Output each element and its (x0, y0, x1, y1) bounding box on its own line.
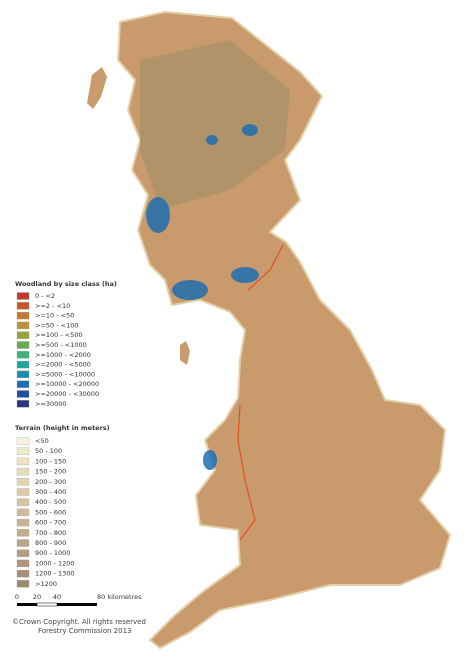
legend-label: >=1000 - <2000 (35, 351, 91, 359)
legend-swatch (16, 360, 30, 369)
legend-swatch (16, 467, 30, 476)
forest-patch (172, 280, 208, 300)
legend-swatch (16, 380, 30, 388)
legend-swatch (16, 292, 30, 300)
legend-label: >=30000 (35, 400, 67, 408)
legend-swatch (16, 529, 30, 537)
legend-label: 600 - 700 (35, 519, 66, 527)
legend-label: >=10000 - <20000 (35, 380, 99, 388)
legend-label: 0 - <2 (35, 292, 55, 300)
legend-label: 500 - 600 (35, 508, 66, 516)
legend-swatch (16, 447, 30, 455)
legend-swatch (16, 549, 30, 557)
legend-title: Terrain (height in meters) (15, 424, 110, 432)
legend-label: >=2000 - <5000 (35, 361, 91, 369)
legend-swatch (16, 580, 30, 588)
forest-patch (242, 124, 258, 136)
scale-segment (36, 602, 58, 607)
isle-of-man (180, 341, 190, 365)
legend-swatch (16, 370, 30, 379)
copyright: ©Crown Copyright. All rights reserved (12, 618, 146, 626)
scale-segment (57, 603, 97, 606)
legend-swatch (16, 321, 30, 330)
woodland-legend: Woodland by size class (ha) 0 - <2 >=2 - … (15, 280, 117, 408)
legend-swatch (16, 311, 30, 320)
legend-swatch (16, 498, 30, 506)
legend-label: >=10 - <50 (35, 312, 74, 320)
scale-segment (17, 603, 37, 606)
legend-label: 800 - 900 (35, 539, 66, 547)
legend-swatch (16, 390, 30, 398)
legend-label: 1000 - 1200 (35, 559, 75, 567)
legend-swatch (16, 400, 30, 408)
legend-label: 700 - 800 (35, 529, 66, 537)
legend-swatch (16, 437, 30, 445)
scale-label: 80 kilometres (97, 593, 142, 601)
legend-label: 1200 - 1300 (35, 570, 75, 578)
legend-label: >1200 (35, 580, 57, 588)
map (87, 10, 452, 650)
scottish-uplands (140, 40, 290, 210)
terrain-legend: Terrain (height in meters) <50 50 - 100 10… (15, 424, 110, 588)
border (237, 244, 284, 541)
legend-label: >=20000 - <30000 (35, 390, 99, 398)
legend-label: 900 - 1000 (35, 549, 70, 557)
legend-swatch (16, 508, 30, 517)
forest-patch (206, 135, 218, 145)
agency: Forestry Commission 2013 (38, 627, 131, 635)
legend-swatch (16, 478, 30, 486)
outer-hebrides (87, 67, 107, 109)
legend-label: 50 - 100 (35, 447, 62, 455)
legend-label: >=500 - <1000 (35, 341, 87, 349)
legend-swatch (16, 331, 30, 339)
legend-swatch (16, 488, 30, 496)
forest-patch (146, 197, 170, 233)
legend-label: >=100 - <500 (35, 331, 83, 339)
legend-swatch (16, 302, 30, 310)
scale-label: 40 (53, 593, 61, 601)
legend-swatch (16, 457, 30, 466)
legend-label: >=5000 - <10000 (35, 370, 95, 378)
legend-label: 200 - 300 (35, 478, 66, 486)
forests (146, 124, 259, 470)
legend-label: 400 - 500 (35, 498, 66, 506)
scale-label: 0 (15, 593, 19, 601)
scale-bar: 0 20 40 80 kilometres (15, 593, 142, 607)
legend-swatch (16, 341, 30, 349)
legend-label: 150 - 200 (35, 468, 66, 476)
forest-patch (231, 267, 259, 283)
legend-label: >=2 - <10 (35, 302, 70, 310)
legend-swatch (16, 518, 30, 527)
forest-patch (203, 450, 217, 470)
legend-swatch (16, 539, 30, 547)
legend-title: Woodland by size class (ha) (15, 280, 117, 288)
legend-swatch (16, 569, 30, 578)
legend-label: <50 (35, 437, 49, 445)
legend-label: 100 - 150 (35, 457, 66, 465)
legend-swatch (16, 351, 30, 359)
legend-label: 300 - 400 (35, 488, 66, 496)
legend-swatch (16, 559, 30, 568)
legend-label: >=50 - <100 (35, 321, 79, 329)
scale-label: 20 (33, 593, 41, 601)
